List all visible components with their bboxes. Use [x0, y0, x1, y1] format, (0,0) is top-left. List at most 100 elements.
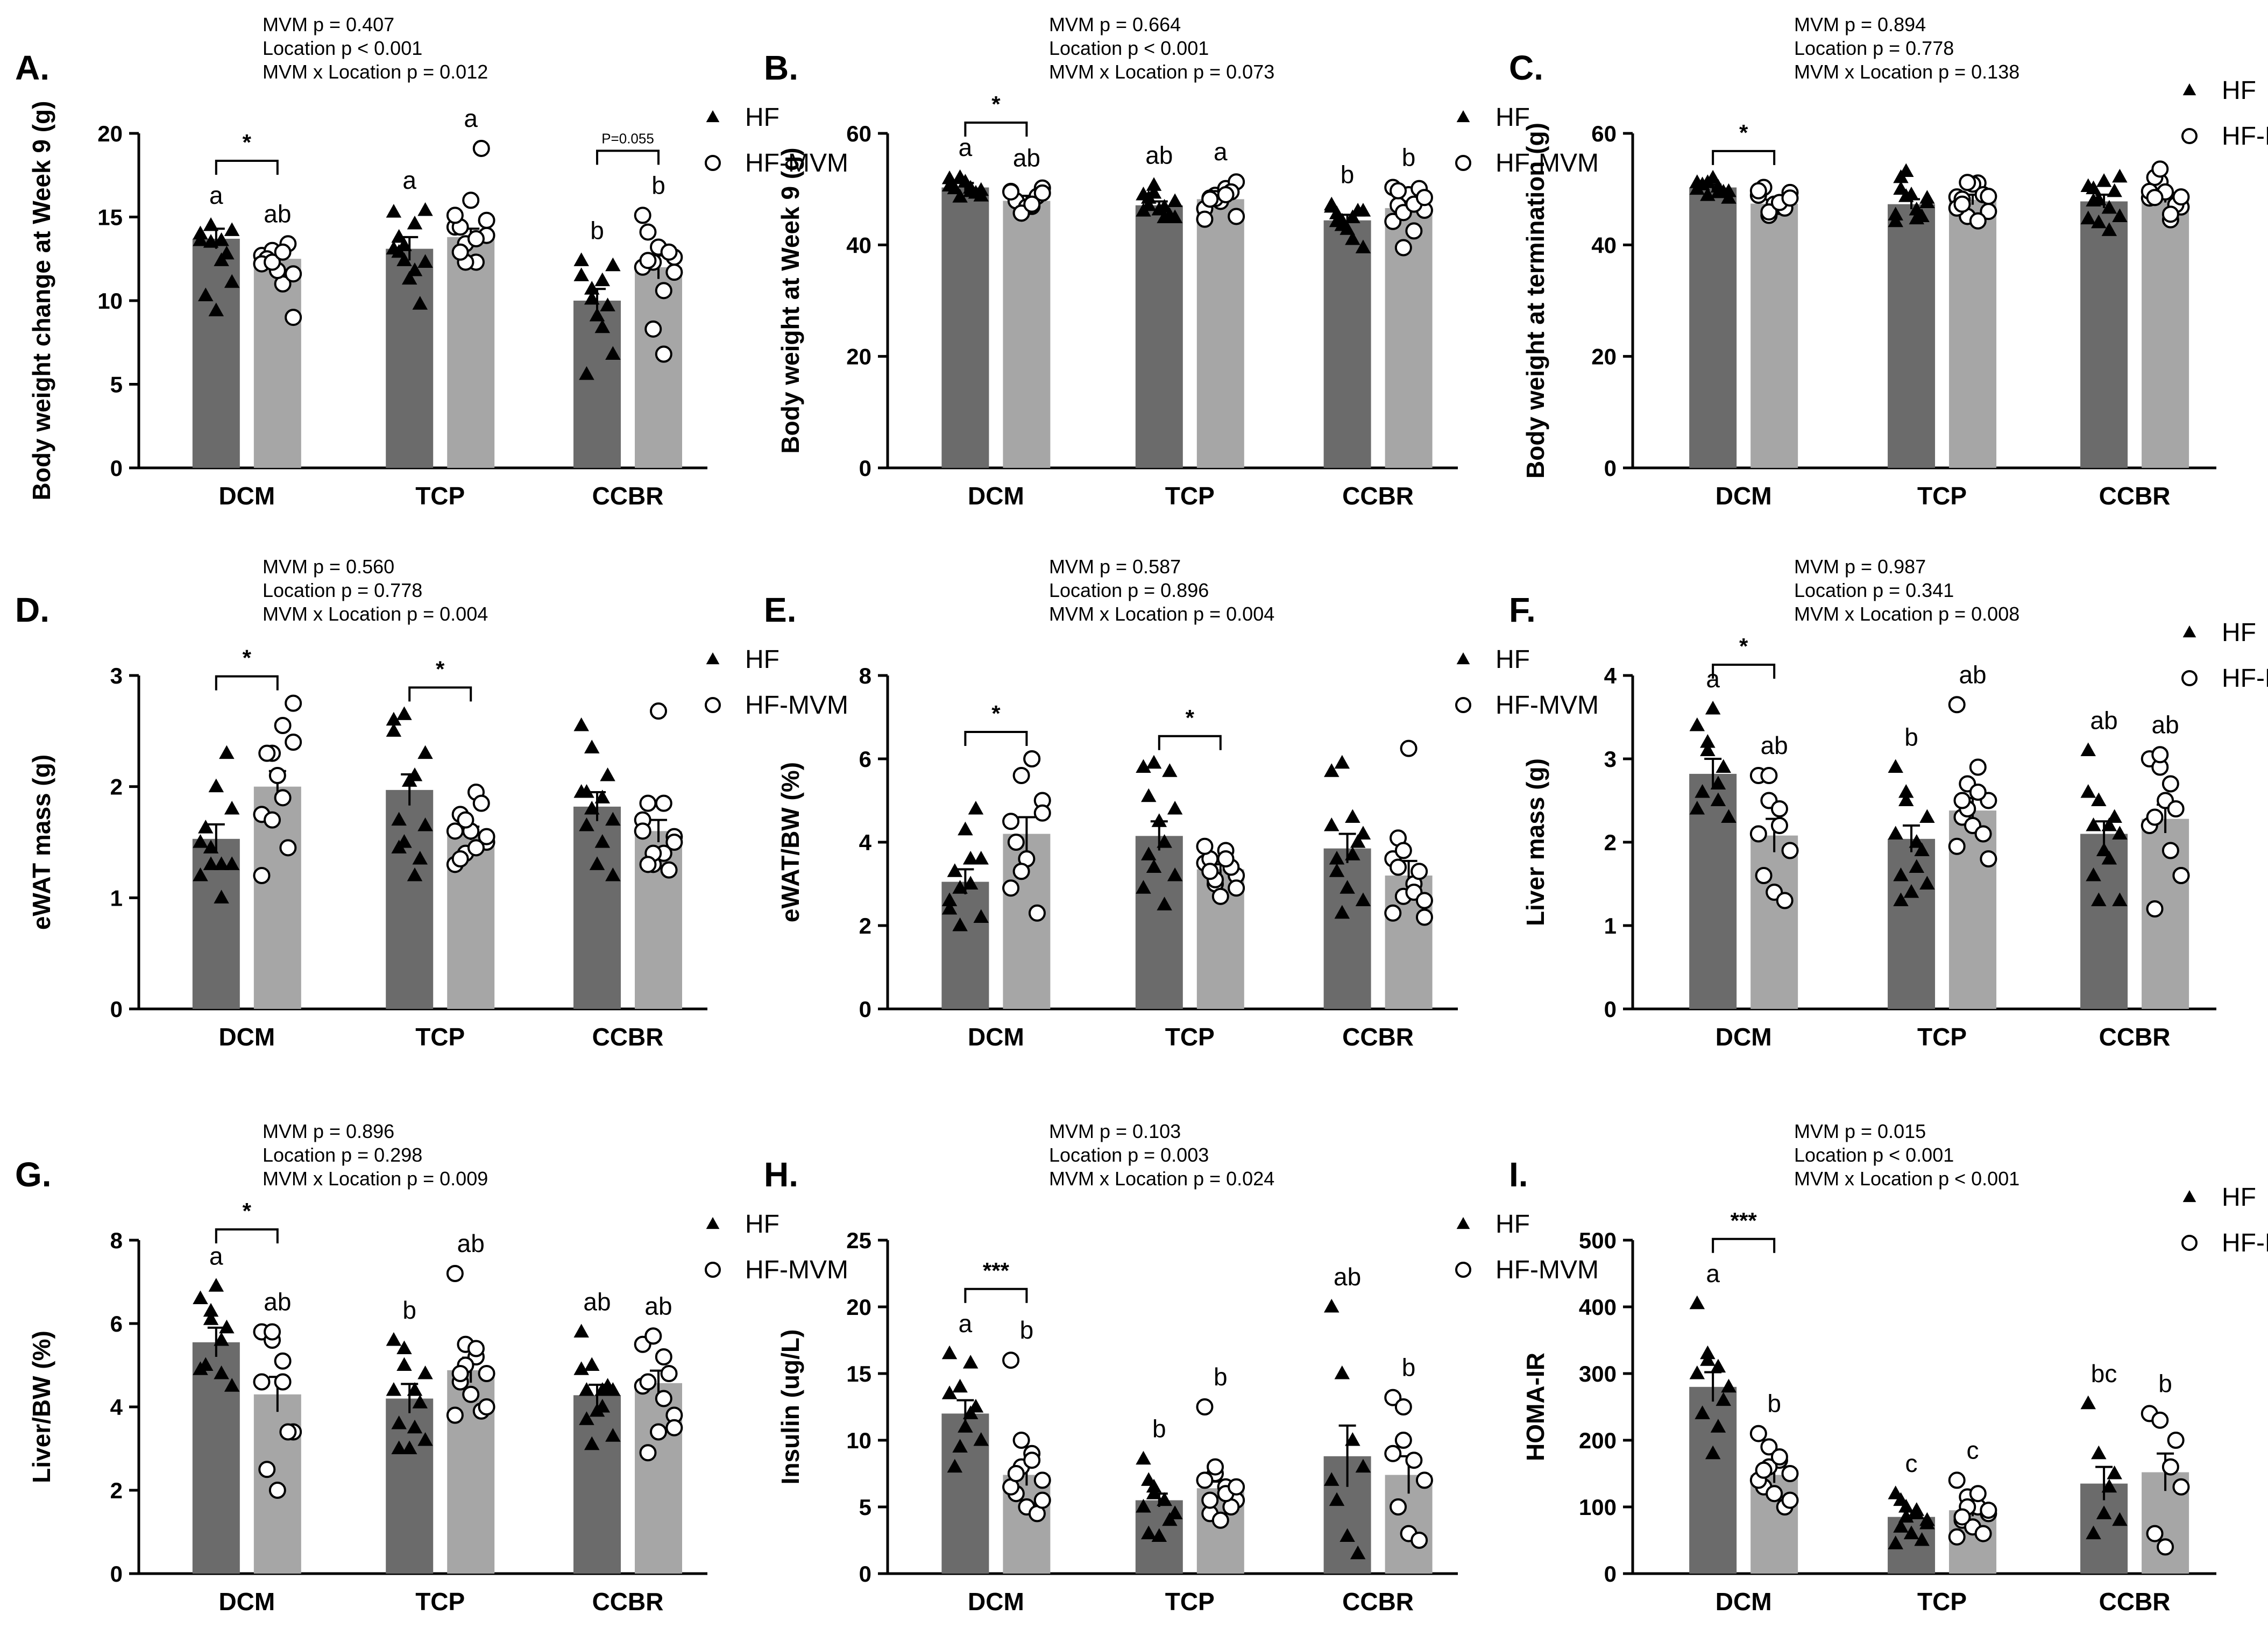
- data-point: [285, 734, 302, 751]
- data-point: [274, 1352, 292, 1370]
- data-point: [1893, 892, 1909, 906]
- data-point: [253, 1373, 271, 1391]
- legend-mvm-marker: [1455, 1262, 1471, 1278]
- x-tick-label: CCBR: [2099, 1023, 2171, 1051]
- data-point: [1394, 842, 1412, 859]
- y-tick-label: 20: [1591, 344, 1617, 369]
- data-point: [1028, 904, 1046, 922]
- significance-bracket: [964, 731, 1028, 746]
- legend-hf-label: HF: [1496, 103, 1530, 132]
- data-point: [412, 851, 428, 865]
- panel-label: F.: [1509, 591, 1536, 629]
- data-point: [1384, 1389, 1402, 1406]
- x-tick-label: TCP: [1917, 1023, 1967, 1051]
- data-point: [600, 767, 615, 781]
- data-point: [285, 265, 302, 283]
- data-point: [1705, 701, 1721, 715]
- y-tick-label: 0: [859, 456, 871, 481]
- data-point: [2086, 1525, 2101, 1540]
- data-point: [573, 252, 589, 266]
- data-point: [1217, 186, 1235, 204]
- data-point: [224, 274, 240, 288]
- y-tick-label: 300: [1579, 1361, 1617, 1386]
- data-point: [193, 867, 208, 881]
- data-point: [579, 784, 594, 798]
- data-point: [1394, 1398, 1412, 1415]
- data-point: [2172, 867, 2190, 884]
- data-point: [1384, 904, 1402, 922]
- data-point: [1350, 1545, 1366, 1560]
- data-point: [1136, 1499, 1151, 1513]
- y-tick-label: 2: [859, 913, 871, 938]
- data-point: [665, 264, 683, 281]
- data-point: [2101, 1478, 2117, 1493]
- data-point: [1909, 202, 1925, 216]
- significance-letter: ab: [1334, 1263, 1361, 1291]
- significance-letter: a: [209, 181, 223, 209]
- significance-letter: b: [1767, 1390, 1781, 1418]
- data-point: [639, 252, 657, 269]
- data-point: [1033, 184, 1051, 202]
- data-point: [1980, 850, 1997, 867]
- data-point: [1749, 1425, 1767, 1442]
- data-point: [412, 1395, 428, 1409]
- data-point: [401, 271, 417, 285]
- significance-letter: ab: [583, 1288, 611, 1316]
- data-point: [214, 232, 229, 246]
- stat-line: MVM x Location p < 0.001: [1794, 1168, 2019, 1190]
- x-tick-label: DCM: [968, 1588, 1024, 1616]
- data-point: [2146, 900, 2164, 917]
- data-point: [1334, 905, 1350, 919]
- data-point: [1755, 1461, 1773, 1479]
- data-point: [1384, 1445, 1402, 1462]
- legend-hf-label: HF: [2222, 76, 2256, 105]
- data-point: [962, 1355, 979, 1369]
- data-point: [1893, 1519, 1909, 1533]
- data-point: [1140, 788, 1157, 802]
- legend-mvm-marker: [2181, 670, 2198, 686]
- y-tick-label: 20: [97, 121, 123, 146]
- data-point: [1969, 758, 1987, 776]
- bar: [1003, 201, 1051, 468]
- data-point: [264, 253, 281, 271]
- data-point: [1969, 1485, 1987, 1503]
- significance-mark: P=0.055: [601, 130, 654, 146]
- data-point: [2091, 892, 2107, 906]
- data-point: [1355, 892, 1371, 906]
- data-point: [1002, 1351, 1020, 1369]
- legend-hf-marker: [1456, 110, 1470, 123]
- x-tick-label: DCM: [968, 1023, 1024, 1051]
- data-point: [391, 1415, 407, 1429]
- data-point: [401, 1440, 417, 1454]
- data-point: [1140, 197, 1157, 211]
- significance-letter: b: [1152, 1415, 1166, 1443]
- data-point: [1136, 880, 1151, 894]
- data-point: [1228, 879, 1245, 897]
- data-point: [2146, 808, 2164, 826]
- bar: [573, 806, 621, 1009]
- data-point: [417, 1365, 433, 1379]
- significance-mark: *: [243, 130, 252, 155]
- data-point: [1721, 809, 1737, 823]
- significance-letter: ab: [2090, 707, 2118, 735]
- y-tick-label: 0: [110, 456, 123, 481]
- significance-bracket: [215, 675, 279, 691]
- bar: [573, 1395, 621, 1574]
- data-point: [407, 215, 423, 230]
- data-point: [1893, 1492, 1909, 1506]
- y-tick-label: 2: [1604, 830, 1617, 855]
- y-tick-label: 2: [110, 774, 123, 800]
- data-point: [193, 1361, 208, 1375]
- data-point: [579, 366, 594, 380]
- stat-line: MVM x Location p = 0.012: [263, 61, 488, 83]
- data-point: [655, 1348, 672, 1365]
- data-point: [1350, 834, 1366, 848]
- data-point: [224, 222, 240, 236]
- data-point: [1339, 1528, 1355, 1542]
- x-tick-label: CCBR: [592, 1023, 664, 1051]
- data-point: [472, 794, 490, 812]
- y-axis-label: eWAT mass (g): [27, 755, 55, 930]
- stat-line: MVM x Location p = 0.138: [1794, 61, 2019, 83]
- data-point: [198, 820, 214, 834]
